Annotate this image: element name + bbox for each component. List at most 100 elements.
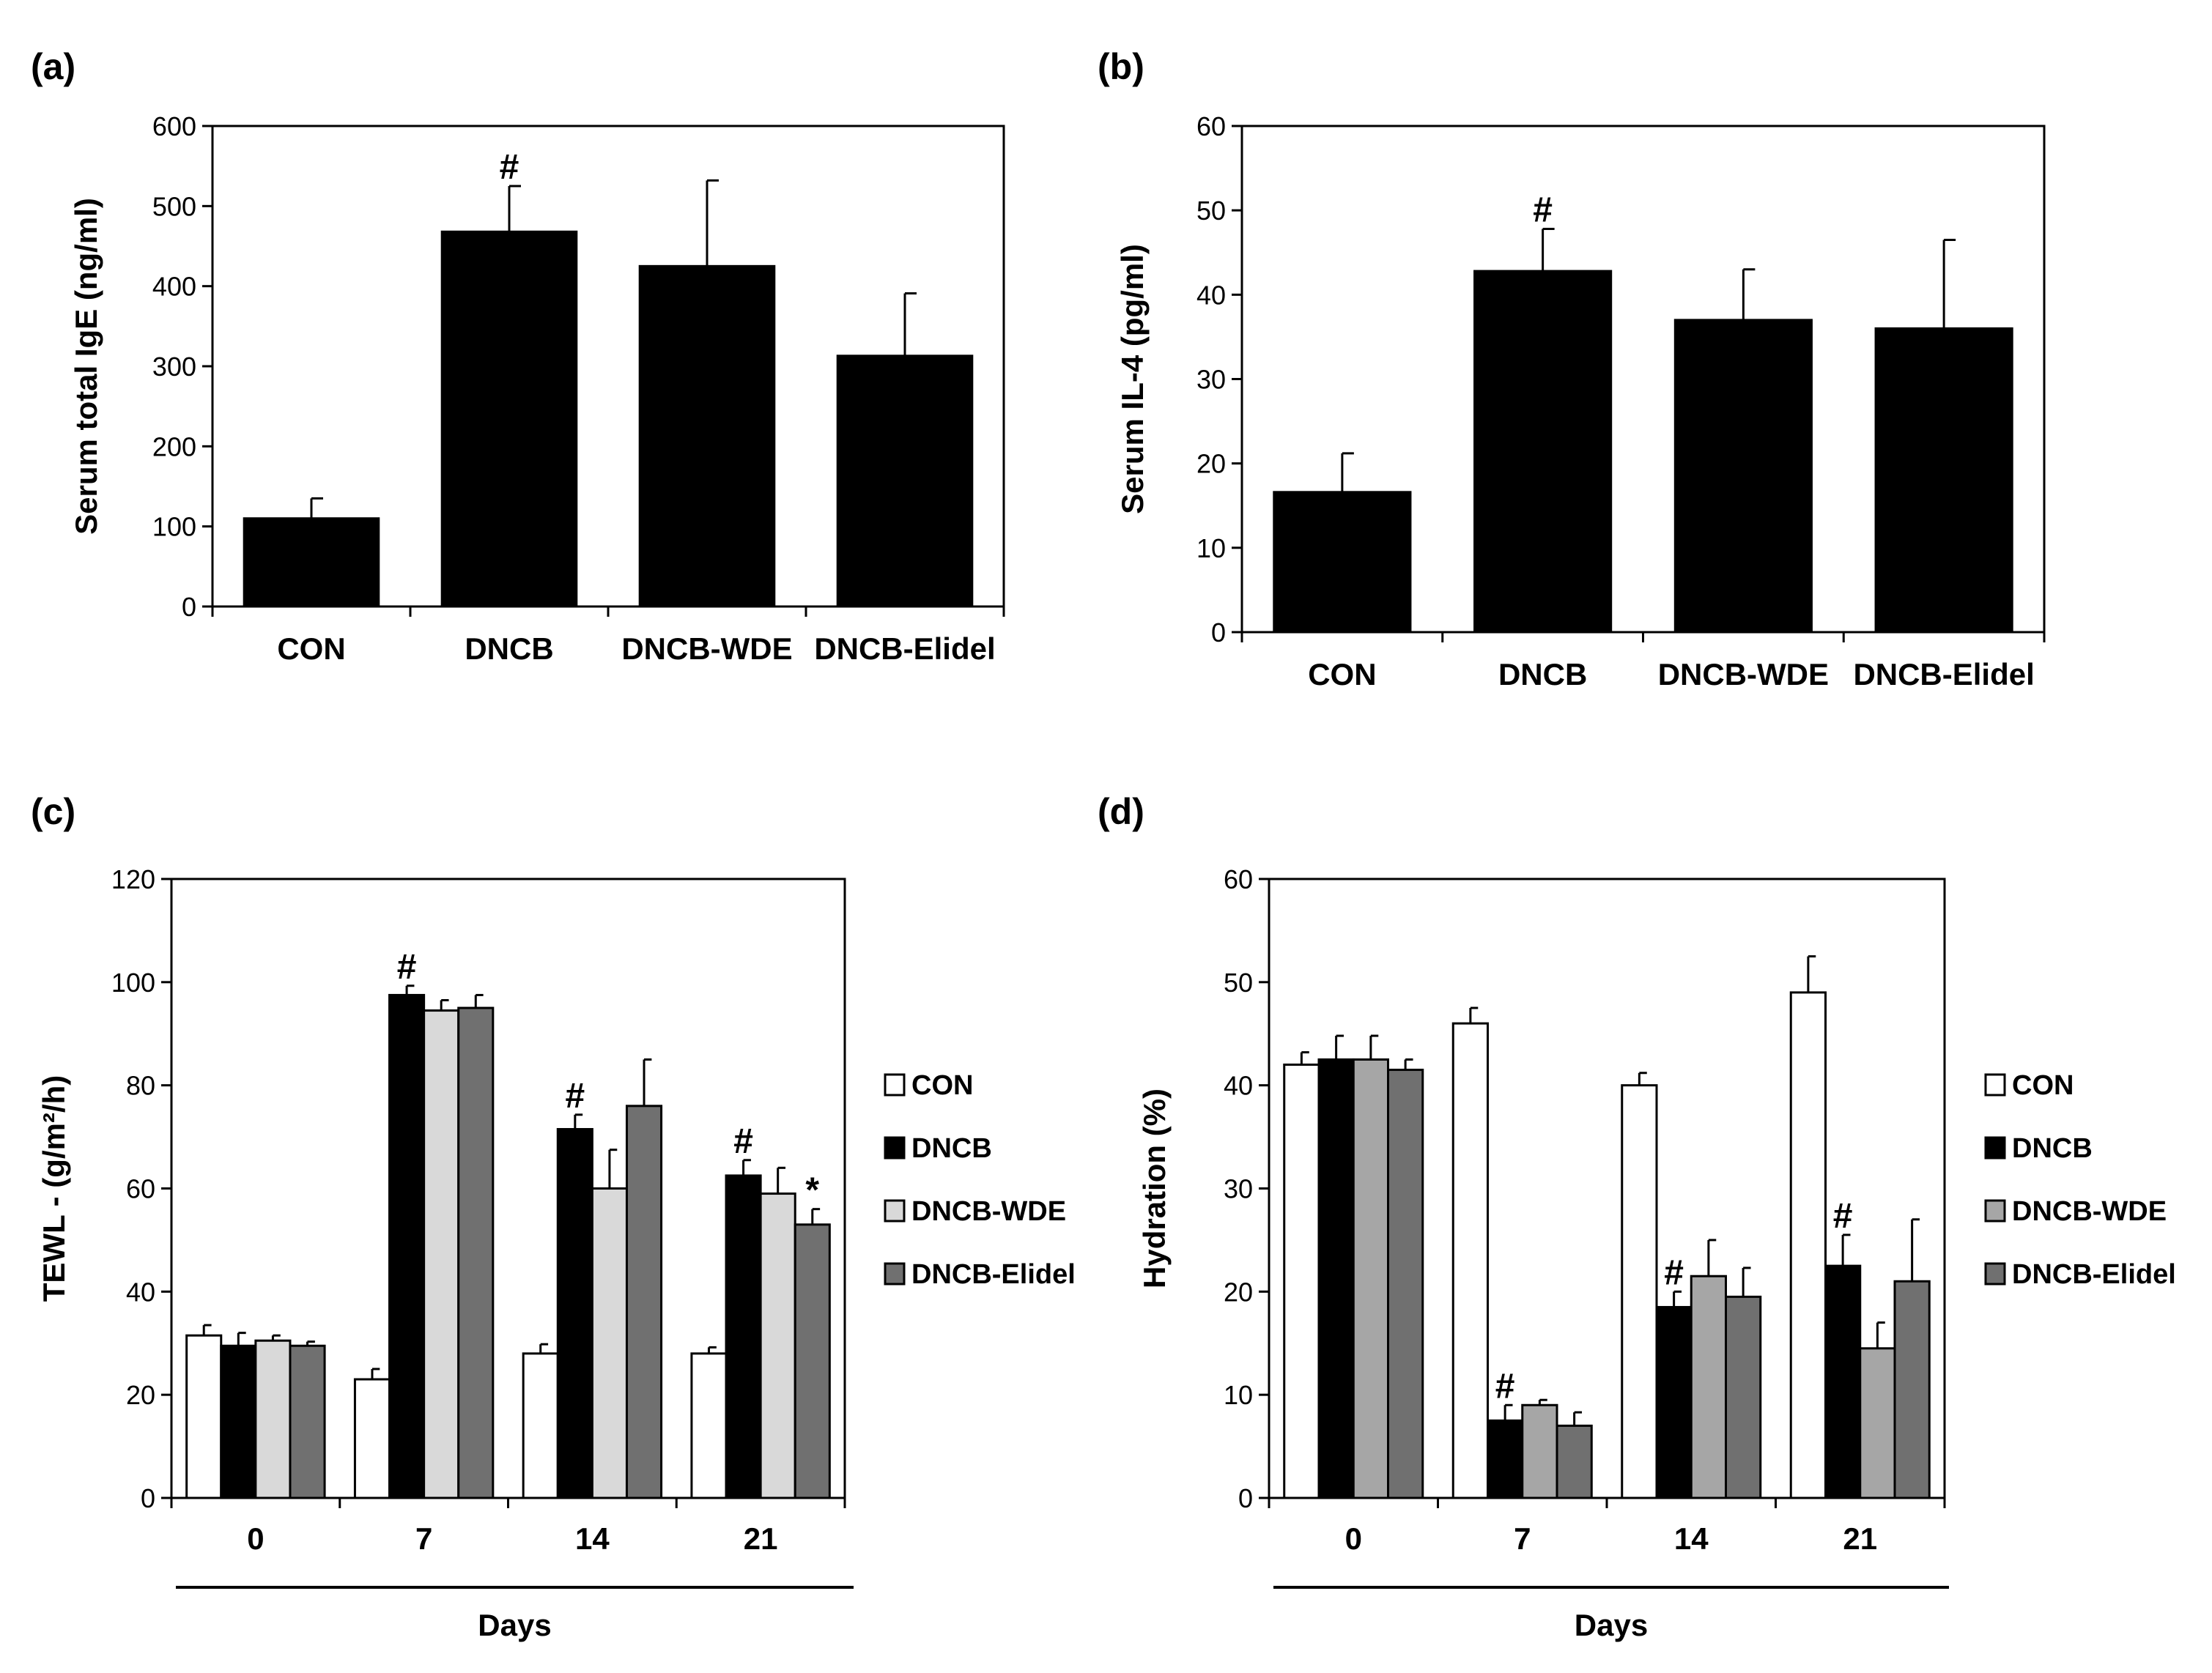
- significance-marker: #: [1833, 1197, 1853, 1236]
- x-tick-label: CON: [1308, 657, 1376, 691]
- bar: [289, 1344, 326, 1499]
- bar: [1893, 1280, 1931, 1499]
- bar: [1859, 1347, 1896, 1499]
- bar: [794, 1223, 831, 1499]
- legend-swatch: [1984, 1073, 2006, 1097]
- chart-panel-c: (c) TEWL - (g/m²/h) 0 20 40 60 80 100 120 0 #7 #14 #…: [31, 791, 1076, 1642]
- bar: [353, 1378, 391, 1499]
- y-tick-label: 300: [152, 352, 196, 382]
- panel-label: (c): [31, 791, 75, 832]
- legend-label: DNCB-Elidel: [911, 1259, 1076, 1290]
- bar: [1789, 991, 1827, 1499]
- legend-label: DNCB-WDE: [911, 1196, 1066, 1227]
- x-tick-label: CON: [277, 631, 345, 666]
- y-tick-label: 0: [1238, 1483, 1253, 1513]
- y-tick-label: 0: [1211, 617, 1226, 648]
- bar: [1521, 1403, 1558, 1499]
- x-tick-label: 7: [1514, 1521, 1531, 1556]
- significance-marker: #: [1495, 1367, 1515, 1406]
- x-tick-label: 21: [744, 1521, 778, 1556]
- x-axis-title: Days: [1575, 1608, 1648, 1642]
- y-axis-title: Serum IL-4 (pg/ml): [1115, 244, 1150, 514]
- significance-marker: #: [733, 1122, 753, 1161]
- x-tick-label: DNCB-Elidel: [1853, 657, 2034, 691]
- significance-marker: #: [1533, 191, 1553, 230]
- panel-label: (a): [31, 46, 75, 87]
- y-tick-label: 30: [1224, 1174, 1253, 1204]
- y-axis-title: Hydration (%): [1137, 1088, 1172, 1288]
- x-axis-title: Days: [478, 1608, 551, 1642]
- panel-label: (b): [1098, 46, 1144, 87]
- bar: [1621, 1084, 1658, 1499]
- x-tick-label: 14: [575, 1521, 610, 1556]
- bar: [1317, 1058, 1355, 1499]
- legend-swatch: [884, 1262, 906, 1286]
- bar: [243, 517, 380, 608]
- bar: [1486, 1419, 1524, 1499]
- chart-panel-d: (d) Hydration (%) 0 10 20 30 40 50 60 0 #7 #14 #21 CO…: [1098, 791, 2176, 1642]
- x-tick-label: DNCB: [1498, 657, 1587, 691]
- bar: [220, 1344, 257, 1499]
- legend-label: DNCB-Elidel: [2012, 1259, 2176, 1290]
- bar: [556, 1128, 593, 1499]
- significance-marker: #: [1664, 1253, 1684, 1292]
- y-tick-label: 60: [126, 1174, 155, 1204]
- legend-swatch: [1984, 1262, 2006, 1286]
- legend-label: DNCB: [911, 1133, 992, 1164]
- bar: [440, 230, 578, 608]
- bar: [1824, 1264, 1862, 1499]
- chart-panel-b: (b) Serum IL-4 (pg/ml) 0 10 20 30 40 50 60 CON # DN…: [1098, 46, 2046, 691]
- plot-frame: [1240, 125, 2046, 634]
- legend-label: DNCB-WDE: [2012, 1196, 2167, 1227]
- x-tick-label: 14: [1674, 1521, 1709, 1556]
- legend-swatch: [1984, 1199, 2006, 1223]
- y-tick-label: 100: [152, 512, 196, 542]
- x-tick-label: DNCB-WDE: [1658, 657, 1829, 691]
- bar: [1473, 270, 1613, 634]
- legend-swatch: [884, 1199, 906, 1223]
- bar: [522, 1352, 559, 1499]
- bar: [1283, 1064, 1320, 1499]
- plot-frame: [170, 878, 846, 1499]
- panel-label: (d): [1098, 791, 1144, 832]
- plot-frame: [211, 125, 1005, 608]
- bar: [836, 355, 974, 608]
- bar: [423, 1009, 460, 1499]
- bar: [1673, 319, 1813, 634]
- y-tick-label: 20: [1224, 1277, 1253, 1307]
- legend-swatch: [884, 1073, 906, 1097]
- y-tick-label: 60: [1224, 864, 1253, 894]
- plot-frame: [1268, 878, 1946, 1499]
- legend-label: DNCB: [2012, 1133, 2093, 1164]
- x-tick-label: 0: [1345, 1521, 1362, 1556]
- significance-marker: #: [565, 1077, 585, 1116]
- y-tick-label: 80: [126, 1071, 155, 1101]
- bar: [1690, 1275, 1728, 1499]
- y-tick-label: 40: [1196, 280, 1226, 310]
- y-tick-label: 50: [1196, 196, 1226, 226]
- bar: [1352, 1058, 1390, 1499]
- y-tick-label: 10: [1224, 1380, 1253, 1410]
- y-tick-label: 40: [1224, 1071, 1253, 1101]
- bar: [1655, 1305, 1693, 1499]
- y-tick-label: 120: [111, 864, 155, 894]
- y-tick-label: 20: [126, 1380, 155, 1410]
- y-tick-label: 30: [1196, 365, 1226, 395]
- x-tick-label: 0: [247, 1521, 264, 1556]
- y-tick-label: 200: [152, 431, 196, 461]
- y-tick-label: 400: [152, 272, 196, 302]
- bar: [638, 264, 776, 608]
- y-axis-title: TEWL - (g/m²/h): [37, 1075, 71, 1302]
- chart-panel-a: (a) Serum total IgE (ng/ml) 0 100 200 300 400 5…: [31, 46, 1005, 666]
- bar: [725, 1174, 762, 1499]
- significance-marker: #: [500, 148, 519, 187]
- significance-marker: *: [805, 1171, 819, 1210]
- y-tick-label: 600: [152, 111, 196, 141]
- legend-label: CON: [2012, 1070, 2074, 1101]
- bar: [625, 1105, 663, 1499]
- y-tick-label: 40: [126, 1277, 155, 1307]
- significance-marker: #: [397, 948, 417, 987]
- x-tick-label: DNCB-Elidel: [814, 631, 995, 666]
- legend-swatch: [1984, 1136, 2006, 1160]
